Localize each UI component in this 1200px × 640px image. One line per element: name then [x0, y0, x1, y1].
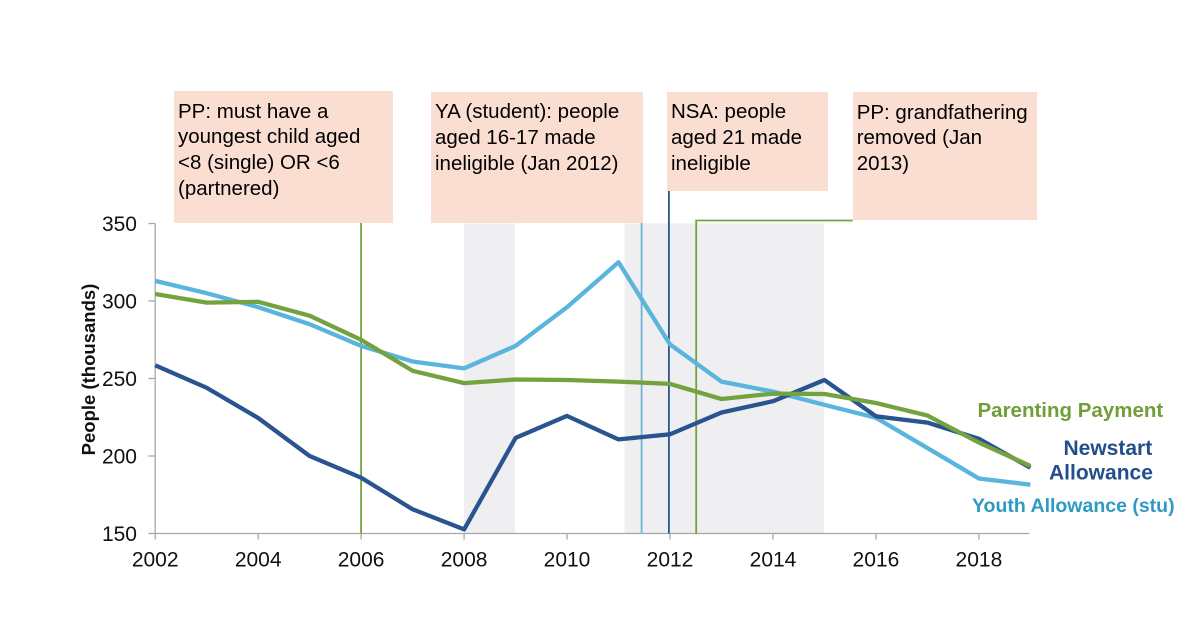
- svg-text:2010: 2010: [544, 548, 591, 571]
- svg-text:2016: 2016: [853, 548, 900, 571]
- svg-text:People (thousands): People (thousands): [78, 284, 99, 456]
- svg-text:350: 350: [102, 213, 137, 236]
- svg-text:2008: 2008: [441, 548, 488, 571]
- svg-text:2002: 2002: [132, 548, 179, 571]
- svg-text:2014: 2014: [750, 548, 797, 571]
- svg-text:2012: 2012: [647, 548, 694, 571]
- svg-text:Parenting Payment: Parenting Payment: [978, 399, 1164, 422]
- svg-text:250: 250: [102, 368, 137, 391]
- svg-text:300: 300: [102, 291, 137, 314]
- svg-text:2006: 2006: [338, 548, 385, 571]
- svg-text:Newstart: Newstart: [1063, 437, 1152, 460]
- svg-text:2018: 2018: [956, 548, 1003, 571]
- svg-text:2004: 2004: [235, 548, 282, 571]
- svg-text:Youth Allowance (stu): Youth Allowance (stu): [972, 495, 1175, 517]
- svg-text:200: 200: [102, 446, 137, 469]
- svg-text:Allowance: Allowance: [1049, 462, 1153, 485]
- svg-text:150: 150: [102, 523, 137, 546]
